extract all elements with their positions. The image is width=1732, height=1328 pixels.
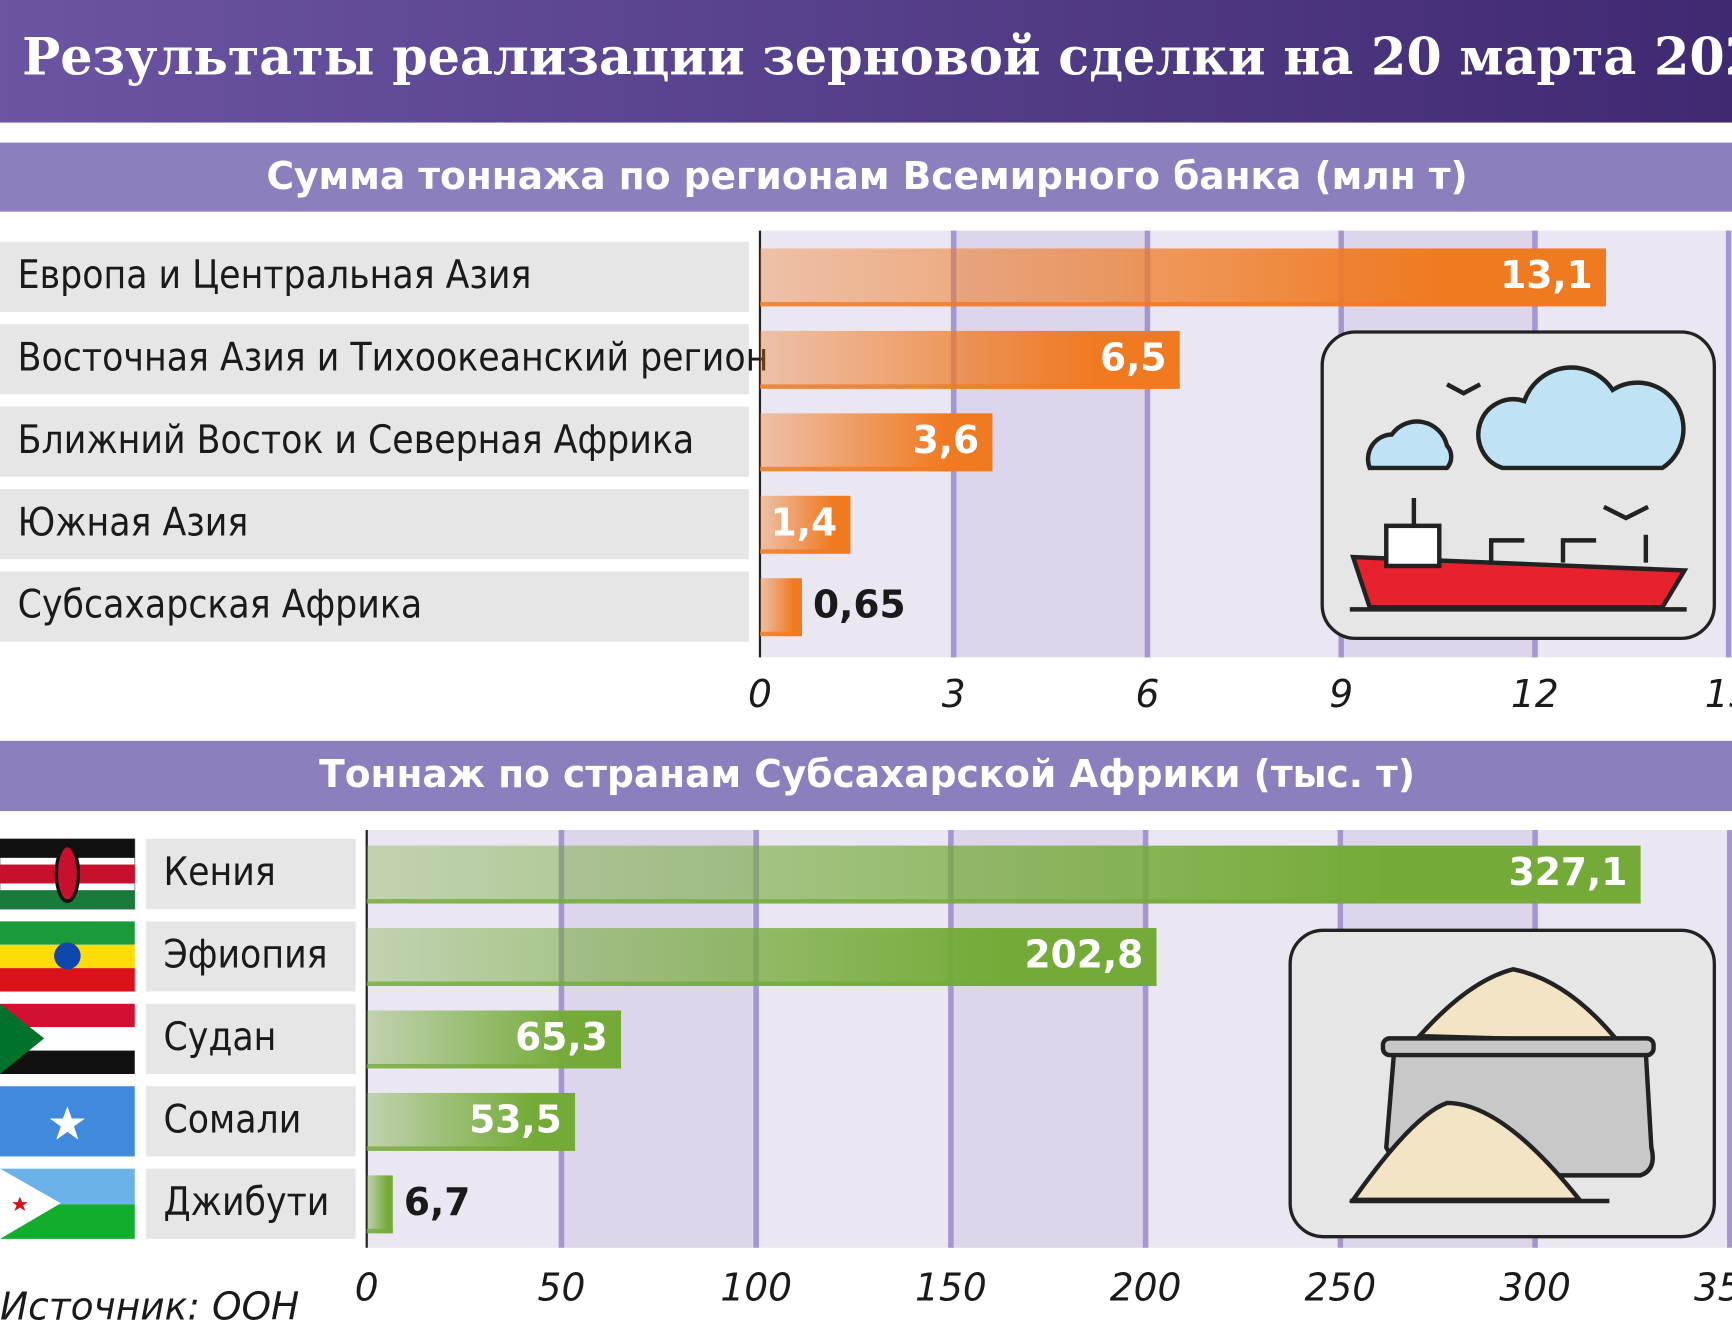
value-label: 13,1 [1500, 253, 1593, 297]
bar-shade [759, 549, 851, 554]
grain-icon [1288, 928, 1716, 1239]
category-box [145, 1086, 356, 1157]
chart-title: Тоннаж по странам Субсахарской Африки (т… [319, 752, 1415, 796]
value-label: 65,3 [515, 1015, 608, 1059]
value-label: 53,5 [469, 1097, 562, 1141]
bar [759, 578, 802, 637]
section-band [0, 740, 1732, 812]
bar [759, 330, 1180, 389]
bar [366, 1010, 622, 1069]
value-label: 202,8 [1025, 932, 1144, 976]
x-tick-label: 0 [748, 672, 772, 716]
x-tick-label: 150 [915, 1266, 987, 1310]
x-tick-label: 6 [1136, 672, 1160, 716]
category-box [145, 921, 356, 992]
bar-shade [366, 899, 1641, 904]
category-label: Восточная Азия и Тихоокеанский регион [18, 335, 769, 380]
bar [366, 1092, 576, 1151]
x-tick-label: 200 [1110, 1266, 1182, 1310]
value-label: 6,5 [1100, 335, 1167, 379]
category-label: Судан [163, 1015, 276, 1060]
category-label: Джибути [163, 1180, 329, 1225]
bar-shade [366, 1063, 622, 1069]
category-box [145, 838, 356, 910]
category-box [0, 241, 749, 312]
bar [759, 495, 851, 554]
category-box [0, 324, 749, 395]
bar-shade [759, 631, 802, 637]
ship-icon [1320, 330, 1716, 641]
bar [366, 928, 1157, 986]
bar [366, 1175, 393, 1234]
bar-shade [759, 301, 1606, 307]
category-label: Ближний Восток и Северная Африка [18, 418, 694, 463]
bar-shade [366, 981, 1157, 986]
chart-title: Сумма тоннажа по регионам Всемирного бан… [266, 154, 1467, 198]
bar-shade [759, 466, 993, 472]
x-tick-label: 9 [1329, 672, 1353, 716]
category-box [145, 1003, 356, 1074]
flag-kenya [0, 838, 136, 910]
x-tick-label: 350 [1694, 1266, 1732, 1310]
category-label: Кения [163, 850, 275, 895]
value-label: 6,7 [404, 1180, 471, 1224]
x-tick-label: 50 [538, 1266, 586, 1310]
x-tick-label: 0 [355, 1266, 379, 1310]
bar-shade [366, 1228, 393, 1234]
category-label: Европа и Центральная Азия [18, 253, 532, 298]
category-label: Южная Азия [18, 500, 249, 545]
section-band [0, 142, 1732, 212]
source-note: Источник: ООН [0, 1284, 299, 1328]
flag-sudan [0, 1003, 135, 1074]
value-label: 327,1 [1509, 850, 1628, 894]
category-box [0, 489, 749, 560]
category-box [0, 406, 749, 477]
x-tick-label: 12 [1511, 672, 1559, 716]
bar [366, 845, 1641, 904]
category-label: Эфиопия [163, 932, 327, 977]
flag-somalia [0, 1086, 135, 1157]
value-label: 0,65 [813, 583, 906, 627]
x-tick-label: 3 [942, 672, 966, 716]
header-band [0, 0, 1732, 123]
page-title: Результаты реализации зерновой сделки на… [22, 27, 1732, 87]
value-label: 3,6 [913, 418, 980, 462]
x-tick-label: 15 [1705, 672, 1732, 716]
bar [759, 413, 993, 472]
x-tick-label: 100 [720, 1266, 792, 1310]
value-label: 1,4 [771, 500, 838, 544]
category-box [145, 1168, 356, 1239]
category-box [0, 571, 749, 642]
category-label: Сомали [163, 1097, 301, 1142]
bar-shade [366, 1146, 576, 1151]
flag-ethiopia [0, 921, 135, 992]
bar-shade [759, 384, 1180, 389]
x-tick-label: 250 [1305, 1266, 1377, 1310]
flag-djibouti [0, 1168, 135, 1239]
bar [759, 248, 1606, 307]
category-label: Субсахарская Африка [18, 583, 423, 628]
x-tick-label: 300 [1499, 1266, 1571, 1310]
